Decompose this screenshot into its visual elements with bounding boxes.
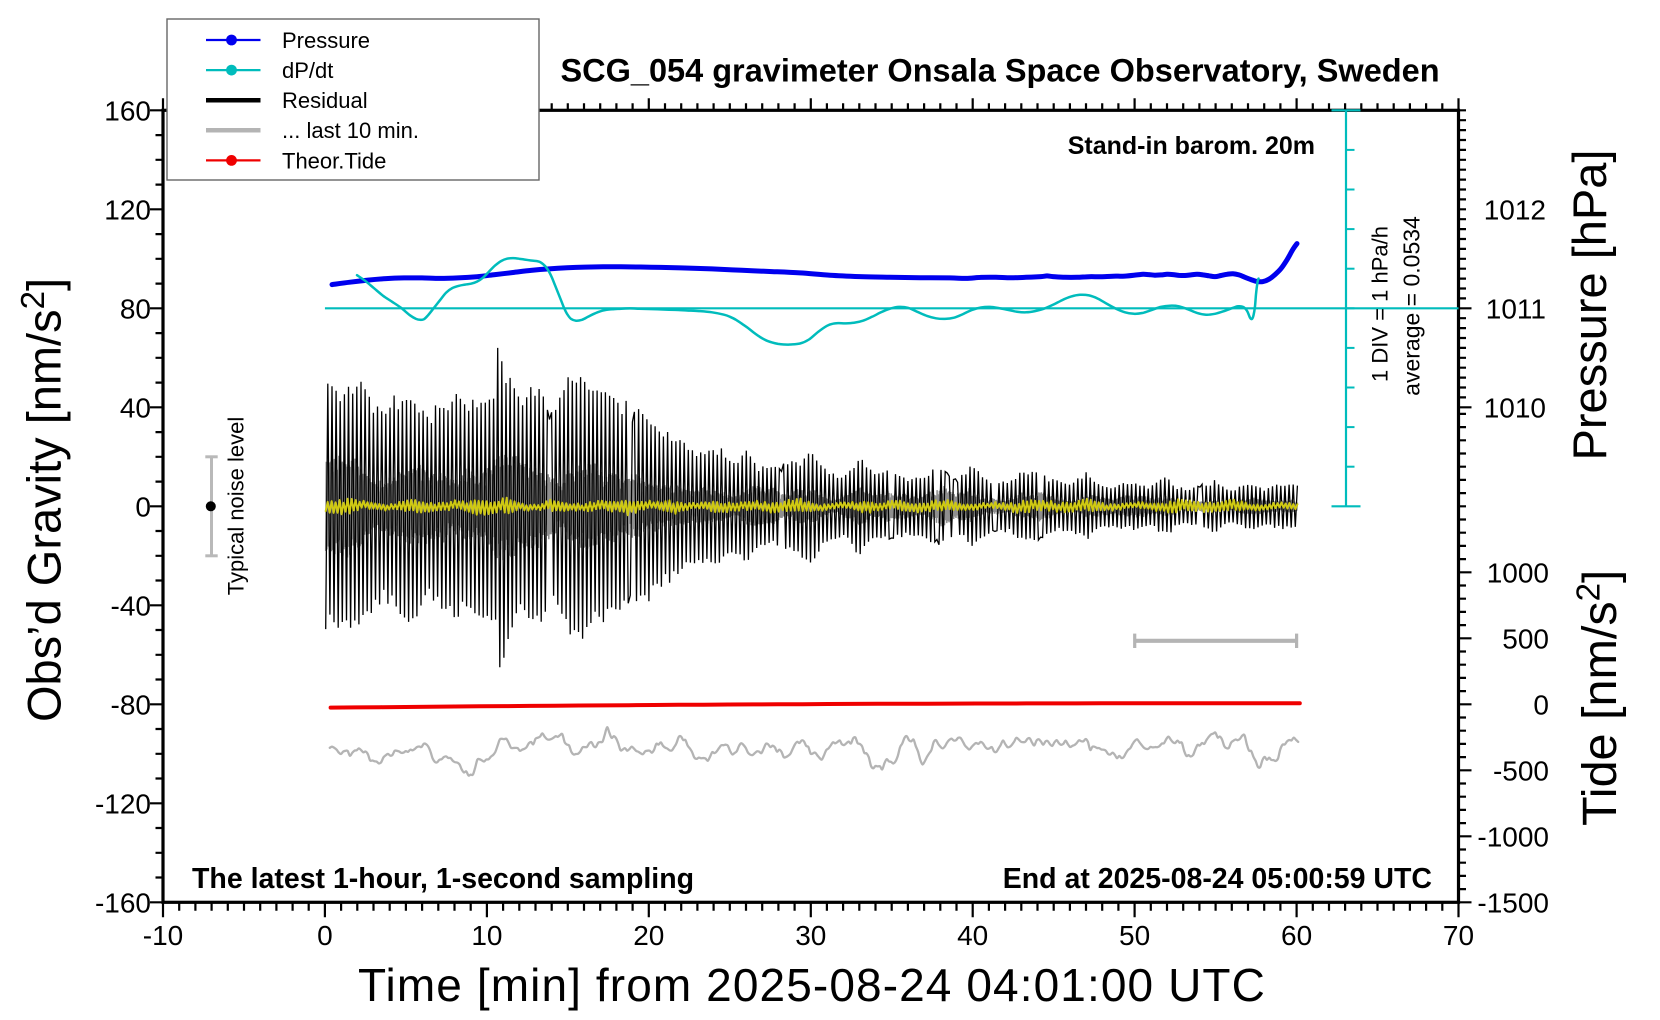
svg-text:... last 10 min.: ... last 10 min. [282,118,419,143]
svg-text:20: 20 [633,920,664,951]
svg-text:Pressure [hPa]: Pressure [hPa] [1563,150,1616,461]
svg-text:1010: 1010 [1484,392,1546,423]
svg-text:50: 50 [1119,920,1150,951]
svg-text:-10: -10 [143,920,183,951]
svg-text:dP/dt: dP/dt [282,58,333,83]
svg-text:Typical noise level: Typical noise level [224,417,249,596]
svg-text:1 DIV = 1 hPa/h: 1 DIV = 1 hPa/h [1368,226,1393,382]
svg-text:-1000: -1000 [1477,821,1549,852]
svg-text:-500: -500 [1493,755,1549,786]
svg-text:1012: 1012 [1484,194,1546,225]
svg-text:average = 0.0534: average = 0.0534 [1399,216,1425,396]
svg-text:1011: 1011 [1486,293,1546,324]
svg-text:Obs’d Gravity [nm/s2]: Obs’d Gravity [nm/s2] [14,278,71,722]
svg-text:40: 40 [957,920,988,951]
svg-text:-80: -80 [111,689,151,720]
svg-text:End at 2025-08-24 05:00:59 UTC: End at 2025-08-24 05:00:59 UTC [1003,863,1432,895]
svg-text:Time [min] from 2025-08-24 04:: Time [min] from 2025-08-24 04:01:00 UTC [358,959,1266,1011]
svg-text:Tide [nm/s2]: Tide [nm/s2] [1570,570,1628,826]
svg-text:70: 70 [1443,920,1474,951]
svg-text:Residual: Residual [282,88,368,113]
svg-text:0: 0 [1533,689,1549,720]
svg-text:500: 500 [1502,623,1549,654]
svg-text:10: 10 [471,920,502,951]
svg-text:120: 120 [104,194,151,225]
svg-text:Pressure: Pressure [282,28,370,53]
svg-text:0: 0 [135,491,151,522]
svg-text:0: 0 [317,920,333,951]
svg-text:-120: -120 [95,788,151,819]
svg-text:Theor.Tide: Theor.Tide [282,148,386,173]
svg-text:SCG_054 gravimeter Onsala Spac: SCG_054 gravimeter Onsala Space Observat… [560,53,1439,89]
svg-text:80: 80 [120,293,151,324]
svg-text:40: 40 [120,392,151,423]
svg-text:160: 160 [104,95,151,126]
svg-text:-40: -40 [111,590,151,621]
svg-text:60: 60 [1281,920,1312,951]
svg-text:1000: 1000 [1487,557,1549,588]
svg-text:The latest 1-hour, 1-second sa: The latest 1-hour, 1-second sampling [192,863,694,895]
svg-text:-160: -160 [95,887,151,918]
svg-text:-1500: -1500 [1477,887,1549,918]
svg-text:30: 30 [795,920,826,951]
svg-text:Stand-in barom. 20m: Stand-in barom. 20m [1068,132,1315,160]
